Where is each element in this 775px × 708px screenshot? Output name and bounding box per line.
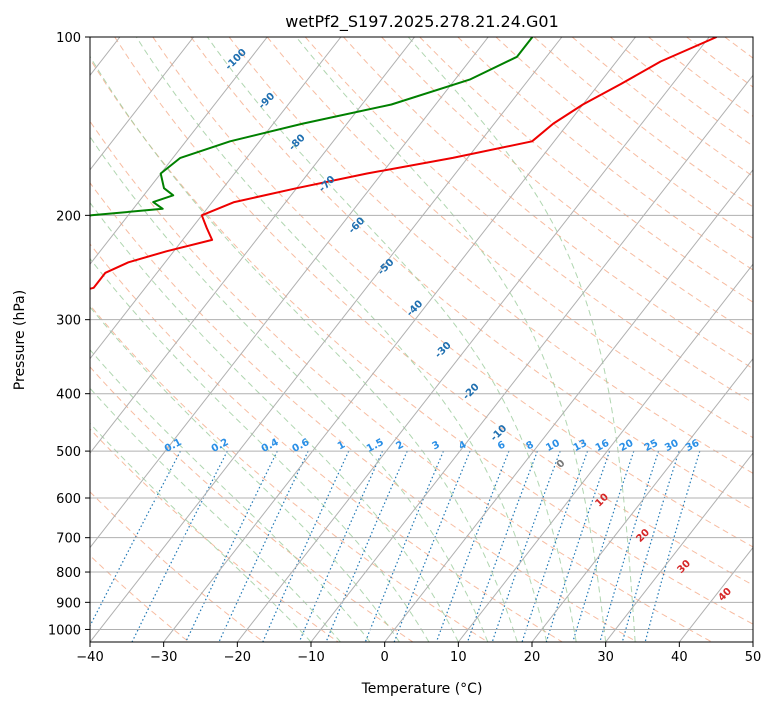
isotherm-line bbox=[163, 37, 636, 642]
isotherm-line bbox=[90, 37, 563, 642]
moist-adiabats bbox=[90, 37, 636, 642]
y-tick-label: 800 bbox=[56, 566, 81, 581]
moist-adiabat bbox=[90, 135, 489, 642]
mixing-ratio-line bbox=[435, 450, 510, 642]
y-axis-title: Pressure (hPa) bbox=[12, 290, 28, 390]
dry-adiabat bbox=[90, 120, 712, 642]
mixing-ratio-label: 6 bbox=[496, 439, 507, 452]
moist-adiabat bbox=[90, 422, 312, 642]
mixing-ratio-line bbox=[90, 450, 181, 628]
dry-adiabat bbox=[90, 58, 753, 625]
y-tick-label: 300 bbox=[56, 314, 81, 329]
isotherm-line bbox=[90, 37, 268, 266]
plot-area bbox=[90, 37, 753, 642]
x-tick-label: 20 bbox=[524, 650, 541, 665]
dry-adiabat bbox=[228, 37, 753, 474]
mixing-ratio-label: 8 bbox=[525, 439, 536, 452]
y-tick-label: 100 bbox=[56, 31, 81, 46]
x-tick-label: 30 bbox=[597, 650, 614, 665]
x-tick-label: −10 bbox=[297, 650, 324, 665]
y-axis-ticks: 100 200 300 400 500 600 700 800 900 1000 bbox=[48, 31, 90, 638]
y-tick-label: 600 bbox=[56, 492, 81, 507]
plot-frame bbox=[89, 36, 754, 643]
isotherm-line bbox=[384, 168, 753, 642]
x-tick-label: 10 bbox=[450, 650, 467, 665]
isotherm-line bbox=[90, 37, 194, 171]
y-tick-label: 700 bbox=[56, 532, 81, 547]
x-axis-ticks: −40 −30 −20 −10 0 10 20 30 40 50 bbox=[76, 642, 761, 665]
isotherm-line bbox=[90, 37, 489, 549]
mixing-ratio-line bbox=[364, 450, 444, 642]
y-tick-label: 900 bbox=[56, 596, 81, 611]
plot-layer: 0.1 0.2 0.4 0.6 1 1.5 2 3 4 6 8 10 13 16 20 25 30 36-100-… bbox=[90, 37, 753, 642]
isotherm-gridlines bbox=[90, 37, 753, 642]
mixing-ratio-line bbox=[621, 450, 680, 642]
temperature-profile-line bbox=[90, 37, 718, 290]
isotherm-line bbox=[605, 452, 753, 642]
moist-adiabat bbox=[407, 37, 636, 642]
dry-adiabat bbox=[114, 37, 753, 586]
isotherm-line bbox=[90, 37, 342, 360]
x-tick-label: −30 bbox=[150, 650, 177, 665]
mixing-ratio-label: 4 bbox=[457, 439, 468, 452]
mixing-ratio-line bbox=[545, 450, 611, 642]
dry-adiabat bbox=[190, 37, 753, 511]
mixing-ratio-line bbox=[466, 450, 538, 642]
isotherm-line bbox=[236, 37, 710, 642]
dry-adiabat bbox=[90, 243, 563, 642]
x-tick-label: −20 bbox=[224, 650, 251, 665]
mixing-ratio-line bbox=[521, 450, 589, 642]
moist-adiabat bbox=[90, 349, 371, 642]
mixing-ratio-label: 1 bbox=[336, 439, 347, 452]
isotherm-line bbox=[531, 357, 753, 642]
dry-adiabat bbox=[90, 304, 488, 642]
dry-adiabat bbox=[90, 554, 190, 642]
dry-adiabats bbox=[90, 37, 753, 642]
dewpoint-profile-line bbox=[90, 37, 534, 217]
x-tick-label: 40 bbox=[671, 650, 688, 665]
dry-adiabat bbox=[90, 491, 264, 642]
x-tick-label: −40 bbox=[76, 650, 103, 665]
y-tick-label: 400 bbox=[56, 388, 81, 403]
isotherm-line bbox=[310, 74, 753, 642]
mixing-ratio-line bbox=[185, 450, 278, 642]
moist-adiabat bbox=[135, 37, 548, 642]
mixing-ratio-label: 3 bbox=[431, 439, 442, 452]
moist-adiabat bbox=[90, 201, 459, 642]
dry-adiabat bbox=[266, 37, 753, 439]
moist-adiabat bbox=[295, 37, 607, 642]
isotherm-line bbox=[90, 37, 415, 454]
sounding-series bbox=[90, 37, 718, 290]
mixing-ratio-line bbox=[218, 450, 309, 642]
x-tick-label: 0 bbox=[381, 650, 389, 665]
x-tick-label: 50 bbox=[745, 650, 762, 665]
isobar-gridlines bbox=[90, 37, 753, 630]
isotherm-line bbox=[457, 263, 753, 642]
moist-adiabat bbox=[90, 306, 400, 642]
moist-adiabat bbox=[90, 55, 518, 642]
x-axis-title: Temperature (°C) bbox=[361, 681, 483, 697]
mixing-ratio-label: 2 bbox=[394, 439, 405, 452]
moist-adiabat bbox=[206, 37, 577, 642]
y-tick-label: 200 bbox=[56, 209, 81, 224]
dry-adiabat bbox=[304, 37, 753, 404]
moist-adiabat bbox=[90, 257, 430, 642]
mixing-ratio-line bbox=[644, 450, 701, 642]
chart-title: wetPf2_S197.2025.278.21.24.G01 bbox=[285, 12, 559, 32]
dry-adiabat bbox=[90, 428, 339, 642]
y-tick-label: 500 bbox=[56, 445, 81, 460]
y-tick-label: 1000 bbox=[48, 623, 81, 638]
